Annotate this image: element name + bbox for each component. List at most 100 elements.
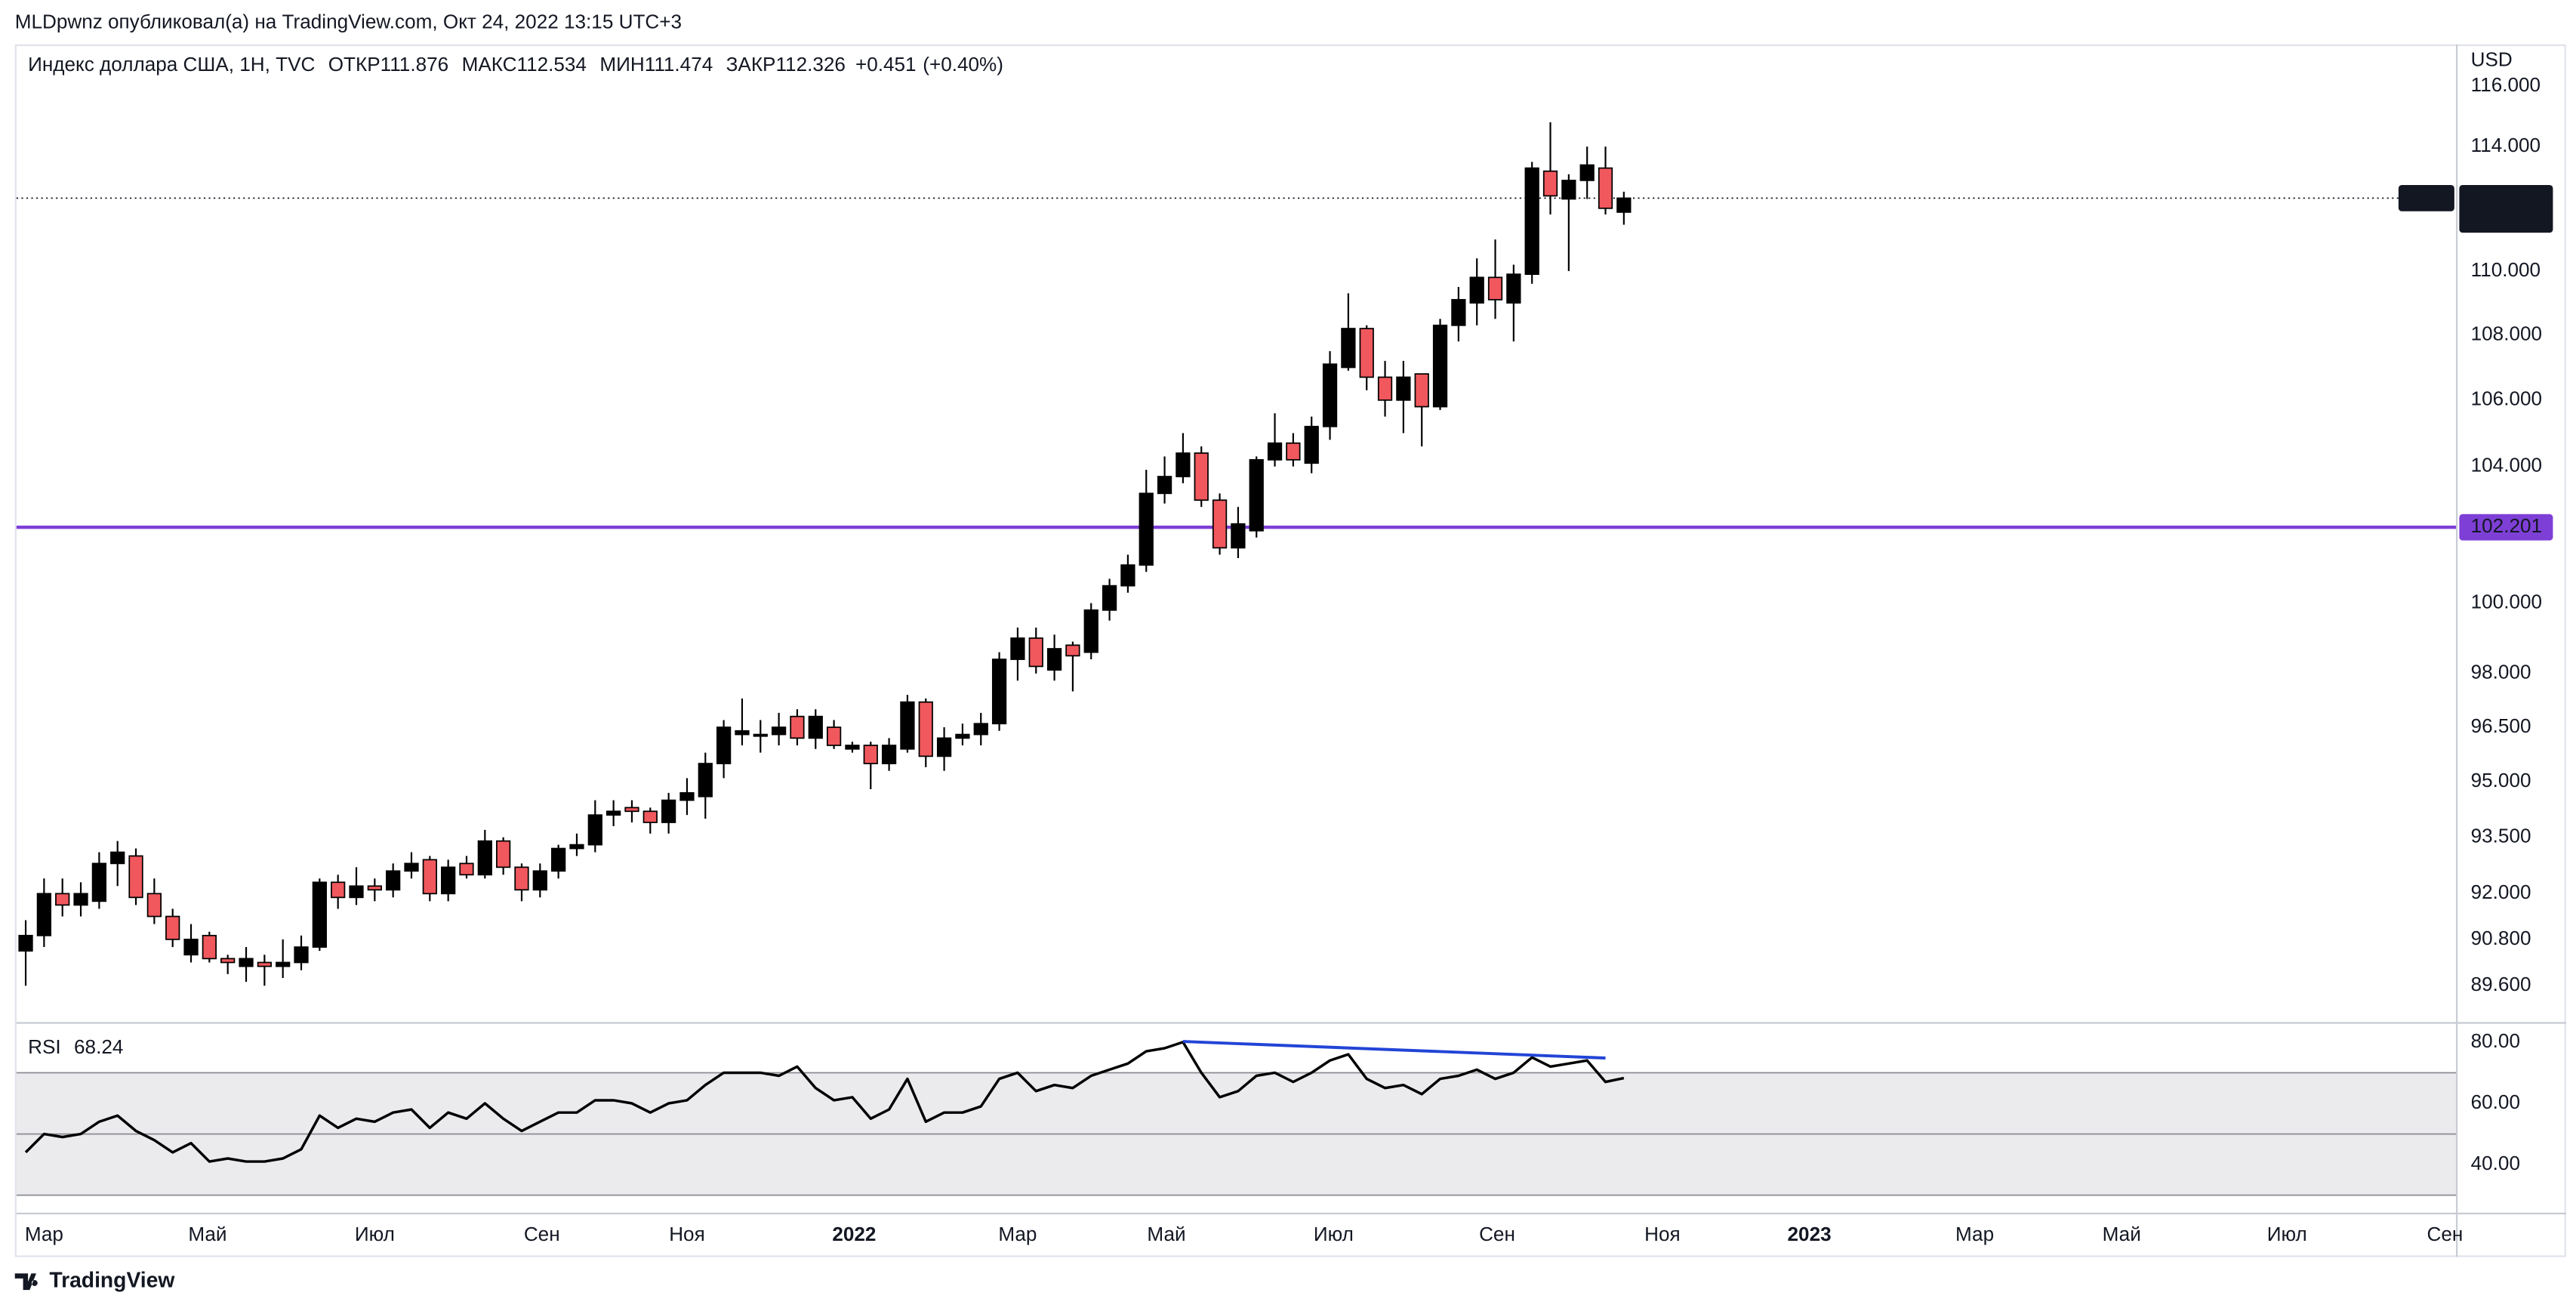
candle-body [128,855,143,899]
y-tick-label: 104.000 [2471,454,2542,477]
y-tick-label: 96.500 [2471,714,2531,737]
y-tick-label: 92.000 [2471,881,2531,903]
candle-body [1506,273,1521,304]
divergence-line [1182,1040,1606,1060]
x-tick-label: Сен [1479,1223,1515,1245]
candle-body [1212,499,1228,549]
candle-body [642,810,658,823]
countdown: 4d 13h [2471,207,2531,230]
x-tick-label: Июл [355,1223,395,1245]
rsi-name: RSI [28,1035,61,1058]
candle-body [716,726,732,764]
candle-body [918,701,933,757]
y-tick-label: 93.500 [2471,825,2531,847]
candle-body [991,659,1007,725]
candle-body [1120,564,1135,587]
ohlc-value: 111.876 [381,53,449,76]
candle-body [624,807,639,813]
candle-body [220,958,236,964]
candle-body [808,715,823,739]
candle-body [1616,197,1632,213]
brand: TradingView [49,1268,175,1292]
change-pct: (+0.40%) [923,53,1003,76]
symbol: Индекс доллара США, 1Н, TVC [28,53,315,76]
candle-body [422,859,437,895]
candle-body [276,961,291,967]
candle-body [1102,585,1117,611]
candle-body [239,958,254,967]
candle-body [1139,492,1154,566]
rsi-tick-label: 80.00 [2471,1029,2520,1052]
rsi-legend: RSI 68.24 [28,1035,123,1058]
candle-body [441,866,456,895]
candle-body [73,893,88,906]
x-tick-label: Июл [1314,1223,1354,1245]
candle-body [165,915,180,940]
candle-body [863,745,878,764]
x-tick-label: Сен [524,1223,560,1245]
candle-body [753,733,768,737]
y-tick-label: 89.600 [2471,973,2531,995]
candle-body [110,851,125,865]
candle-body [661,799,676,823]
candle-body [1396,376,1411,401]
candle-body [36,893,51,936]
candle-body [1487,276,1503,301]
candle-body [1414,373,1429,408]
ohlc-label: МАКС [462,53,517,76]
candle-body [1176,452,1191,477]
candle-body [386,870,401,891]
candle-body [1249,458,1264,532]
y-tick-label: 108.000 [2471,322,2542,344]
ohlc-value: 111.474 [645,53,713,76]
x-tick-label: Май [2103,1223,2141,1245]
x-tick-label: Мар [25,1223,63,1245]
candle-body [606,810,621,816]
publisher: MLDpwnz опубликовал(а) на TradingView.co… [15,10,682,32]
ticker: DXY [2406,185,2447,208]
candle-body [1377,376,1393,401]
change: +0.451 [855,53,917,76]
legend: Индекс доллара США, 1Н, TVC ОТКР111.876 МА… [28,53,1003,76]
last-price-box [2459,184,2553,233]
candle-body [331,881,346,899]
candle-body [735,730,750,736]
frame [14,44,2566,1257]
candle-body [569,844,584,850]
candle-body [183,939,199,956]
x-tick-label: Май [1147,1223,1185,1245]
x-tick-label: 2022 [832,1223,876,1245]
candle-body [936,737,952,757]
x-tick-label: Ноя [669,1223,705,1245]
candle-body [1598,167,1613,209]
y-tick-label: 90.800 [2471,927,2531,949]
x-tick-label: Мар [998,1223,1037,1245]
brand-logo [14,1273,38,1291]
y-tick-label: 106.000 [2471,387,2542,410]
ohlc-label: ЗАКР [726,53,776,76]
candle-body [146,893,162,918]
candle-body [698,763,713,797]
candle-body [1469,276,1484,304]
candle-body [496,840,511,868]
candle-body [1542,170,1558,197]
x-tick-label: Ноя [1644,1223,1681,1245]
candle-body [1157,476,1172,495]
x-tick-label: Июл [2267,1223,2307,1245]
candle-body [1561,180,1576,200]
candle-body [1046,648,1062,671]
candle-body [1028,637,1043,668]
ticker-box [2398,184,2454,211]
y-tick-label: 95.000 [2471,769,2531,791]
candle-body [404,862,419,872]
ohlc-value: 112.534 [517,53,587,76]
rsi-tick-label: 60.00 [2471,1091,2520,1113]
y-tick-label: 100.000 [2471,591,2542,613]
x-tick-label: Мар [1955,1223,1994,1245]
candle-body [973,723,988,736]
candle-body [459,862,474,876]
candle-body [771,726,787,736]
x-tick-label: 2023 [1788,1223,1832,1245]
candle-body [1451,298,1466,326]
